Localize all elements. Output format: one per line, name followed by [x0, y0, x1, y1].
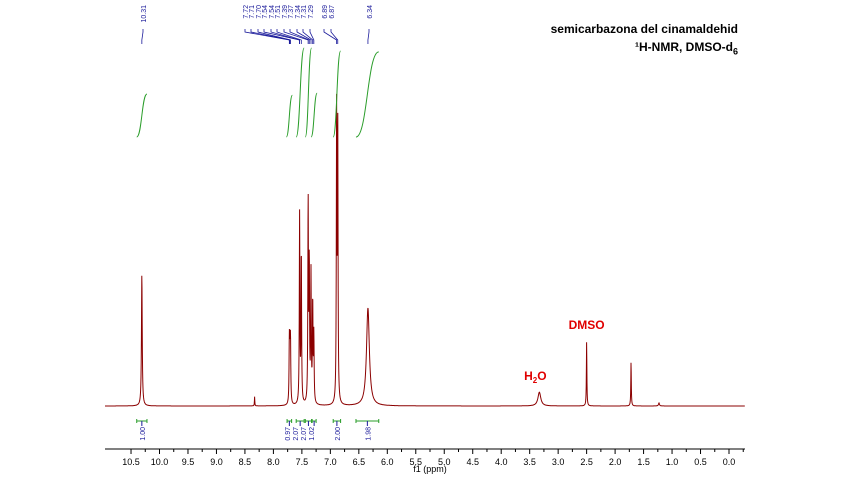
peak-label-connector	[283, 29, 309, 44]
peak-label-connector	[270, 29, 300, 44]
x-tick-label: 6.0	[381, 457, 394, 467]
integral-curve	[295, 47, 305, 138]
x-tick-label: 1.0	[666, 457, 679, 467]
peak-label-connector	[244, 29, 290, 44]
peak-label: 7.29	[308, 5, 315, 19]
integral-value: 1.00	[140, 427, 147, 441]
x-axis-label: f1 (ppm)	[413, 464, 447, 474]
integral-value: 2.07	[301, 427, 308, 441]
x-tick-label: 9.0	[210, 457, 223, 467]
peak-label-connector	[323, 29, 338, 44]
x-tick-label: 10.0	[151, 457, 169, 467]
x-tick-label: 7.0	[324, 457, 337, 467]
peak-label-connector	[296, 29, 312, 44]
integral-value: 1.98	[365, 427, 372, 441]
peak-label-connector	[367, 29, 370, 44]
x-tick-label: 4.0	[495, 457, 508, 467]
integral-value: 2.00	[335, 427, 342, 441]
integral-curve	[304, 47, 313, 138]
peak-label-connector	[257, 29, 291, 44]
x-tick-label: 3.0	[552, 457, 565, 467]
peak-label: 7.39	[282, 5, 289, 19]
chart-title: semicarbazona del cinamaldehid	[550, 22, 738, 36]
chart-subtitle: ¹H-NMR, DMSO-d6	[635, 40, 738, 57]
x-tick-label: 1.5	[637, 457, 650, 467]
water-annotation: H2O	[524, 369, 546, 385]
x-tick-label: 0.0	[723, 457, 736, 467]
peak-label-connector	[302, 29, 314, 44]
peak-label: 7.71	[249, 5, 256, 19]
x-tick-label: 7.5	[296, 457, 309, 467]
peak-label: 7.51	[275, 5, 282, 19]
peak-label-connector	[289, 29, 310, 44]
peak-label: 7.54	[269, 5, 276, 19]
x-tick-label: 3.5	[523, 457, 536, 467]
x-tick-label: 8.0	[267, 457, 280, 467]
peak-label: 7.72	[243, 5, 250, 19]
peak-label-connector	[276, 29, 302, 44]
integral-curve	[310, 92, 318, 138]
x-tick-label: 2.0	[609, 457, 622, 467]
peak-label: 7.37	[288, 5, 295, 19]
x-tick-label: 10.5	[122, 457, 140, 467]
integral-value: 1.02	[309, 427, 316, 441]
peak-label-connector	[330, 29, 339, 44]
x-tick-label: 5.5	[410, 457, 423, 467]
peak-label: 10.31	[141, 5, 148, 23]
peak-label-connector	[141, 29, 144, 44]
peak-label-connector	[250, 29, 291, 44]
x-tick-label: 5.0	[438, 457, 451, 467]
x-tick-label: 2.5	[580, 457, 593, 467]
peak-label: 6.87	[329, 5, 336, 19]
peak-label: 7.54	[262, 5, 269, 19]
peak-label: 7.70	[256, 5, 263, 19]
x-tick-label: 0.5	[694, 457, 707, 467]
integral-curve	[355, 51, 380, 138]
spectrum-line	[105, 93, 745, 407]
x-tick-label: 9.5	[182, 457, 195, 467]
peak-label: 7.31	[301, 5, 308, 19]
peak-label: 6.34	[367, 5, 374, 19]
x-tick-label: 6.5	[353, 457, 366, 467]
x-tick-label: 8.5	[239, 457, 252, 467]
integral-value: 2.07	[293, 427, 300, 441]
peak-label: 6.89	[322, 5, 329, 19]
dmso-annotation: DMSO	[569, 318, 605, 332]
integral-curve	[136, 93, 148, 138]
integral-curve	[285, 94, 293, 138]
integral-curve	[332, 50, 342, 138]
peak-label: 7.34	[295, 5, 302, 19]
integral-value: 0.97	[285, 427, 292, 441]
peak-label-connector	[309, 29, 315, 44]
x-tick-label: 4.5	[466, 457, 479, 467]
